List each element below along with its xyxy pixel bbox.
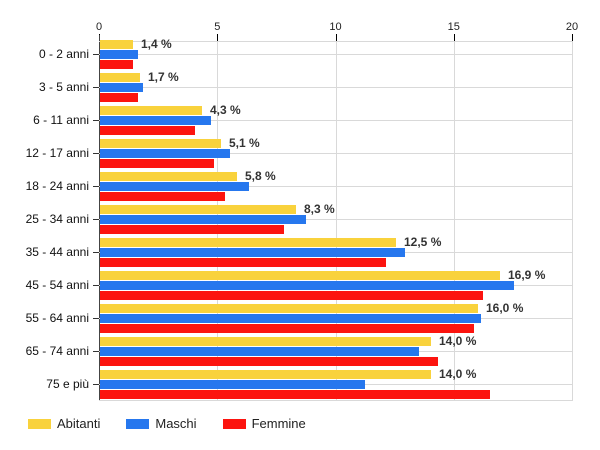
value-label: 14,0 % <box>439 334 477 348</box>
x-tick-mark <box>217 34 219 41</box>
value-label: 1,4 % <box>141 37 172 51</box>
category-label: 55 - 64 anni <box>25 311 89 325</box>
bar-abitanti <box>100 205 296 214</box>
value-label: 1,7 % <box>148 70 179 84</box>
bar-maschi <box>100 50 138 59</box>
bar-abitanti <box>100 337 431 346</box>
bar-abitanti <box>100 271 500 280</box>
bar-abitanti <box>100 370 431 379</box>
category-label: 45 - 54 anni <box>25 278 89 292</box>
category-tick-mark <box>93 219 99 220</box>
bar-maschi <box>100 314 481 323</box>
value-label: 5,8 % <box>245 169 276 183</box>
x-tick-label: 5 <box>214 21 221 33</box>
bar-abitanti <box>100 139 221 148</box>
value-label: 5,1 % <box>229 136 260 150</box>
category-tick-mark <box>93 54 99 55</box>
x-tick-label: 0 <box>95 21 103 33</box>
gridline-horizontal <box>99 120 573 121</box>
bar-femmine <box>100 225 284 234</box>
bar-abitanti <box>100 172 237 181</box>
category-label: 12 - 17 anni <box>25 146 89 160</box>
gridline-vertical <box>336 41 337 401</box>
legend-label: Abitanti <box>57 416 101 431</box>
x-tick-mark <box>335 34 337 41</box>
x-tick-label: 10 <box>329 21 342 33</box>
category-label: 3 - 5 anni <box>38 80 89 94</box>
plot-area: 1,4 % 1,7 % 4,3 % 5,1 % 5,8 % 8,3 % 12,5 % 16,9… <box>99 37 573 401</box>
y-axis-line <box>99 35 100 401</box>
value-label: 16,9 % <box>508 268 546 282</box>
legend-item: Maschi <box>126 416 197 431</box>
bar-femmine <box>100 357 438 366</box>
value-label: 14,0 % <box>439 367 477 381</box>
legend: Abitanti Maschi Femmine <box>28 416 306 431</box>
legend-item: Femmine <box>222 416 306 431</box>
x-tick-label: 20 <box>565 21 579 33</box>
bar-abitanti <box>100 304 478 313</box>
x-tick-mark <box>453 34 455 41</box>
bar-maschi <box>100 248 405 257</box>
value-label: 16,0 % <box>486 301 524 315</box>
legend-swatch <box>28 418 51 429</box>
bar-femmine <box>100 291 483 300</box>
bar-abitanti <box>100 238 396 247</box>
legend-item: Abitanti <box>28 416 100 431</box>
category-tick-mark <box>93 186 99 187</box>
legend-label: Femmine <box>251 416 306 431</box>
category-tick-mark <box>93 252 99 253</box>
bar-femmine <box>100 390 490 399</box>
category-label: 6 - 11 anni <box>33 113 89 127</box>
bar-maschi <box>100 380 365 389</box>
category-label: 65 - 74 anni <box>25 344 89 358</box>
legend-swatch <box>222 418 246 429</box>
bar-maschi <box>100 347 419 356</box>
category-tick-mark <box>93 318 99 319</box>
bar-femmine <box>100 324 474 333</box>
bar-femmine <box>100 93 138 102</box>
bar-maschi <box>100 83 143 92</box>
gridline-horizontal <box>99 219 573 220</box>
category-label: 25 - 34 anni <box>25 212 89 226</box>
value-label: 4,3 % <box>210 103 241 117</box>
gridline-horizontal <box>99 153 573 154</box>
value-label: 12,5 % <box>404 235 442 249</box>
gridline-vertical <box>572 41 573 401</box>
x-tick-mark <box>572 34 573 41</box>
bar-abitanti <box>100 40 133 49</box>
bar-femmine <box>100 159 214 168</box>
category-tick-mark <box>93 285 99 286</box>
bar-abitanti <box>100 106 202 115</box>
bar-maschi <box>100 149 230 158</box>
gridline-vertical <box>454 41 455 401</box>
x-tick-label: 15 <box>447 21 460 33</box>
category-label: 35 - 44 anni <box>25 245 89 259</box>
legend-label: Maschi <box>155 416 197 431</box>
value-label: 8,3 % <box>304 202 335 216</box>
legend-swatch <box>126 418 150 429</box>
category-tick-mark <box>93 351 99 352</box>
category-label: 75 e più <box>46 377 89 391</box>
bar-maschi <box>100 215 306 224</box>
y-axis-labels: 0 - 2 anni 3 - 5 anni 6 - 11 anni 12 - 17 a… <box>0 0 99 450</box>
bar-femmine <box>100 60 133 69</box>
category-tick-mark <box>93 384 99 385</box>
gridline-horizontal <box>99 54 573 55</box>
bar-maschi <box>100 116 211 125</box>
category-tick-mark <box>93 87 99 88</box>
bar-maschi <box>100 281 514 290</box>
bar-femmine <box>100 258 386 267</box>
x-axis: 0 5 10 15 20 <box>0 0 600 41</box>
category-label: 0 - 2 anni <box>38 47 89 61</box>
category-tick-mark <box>93 153 99 154</box>
gridline-horizontal <box>99 186 573 187</box>
bar-femmine <box>100 192 225 201</box>
gridline-horizontal <box>99 87 573 88</box>
category-tick-mark <box>93 120 99 121</box>
bar-femmine <box>100 126 195 135</box>
category-label: 18 - 24 anni <box>25 179 89 193</box>
bar-abitanti <box>100 73 140 82</box>
bar-maschi <box>100 182 249 191</box>
